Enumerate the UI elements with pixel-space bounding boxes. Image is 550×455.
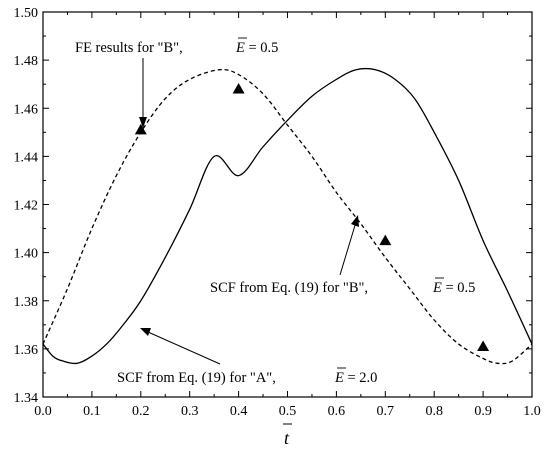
annotation-scf-b-text: SCF from Eq. (19) for "B",: [210, 280, 368, 296]
x-tick-label: 0.3: [181, 404, 199, 419]
fe-result-marker: [232, 83, 245, 94]
x-tick-label: 0.6: [328, 404, 346, 419]
fe-result-marker: [477, 340, 490, 351]
series-line-solid: [42, 67, 533, 365]
x-tick-label: 0.9: [474, 404, 492, 419]
ticks: 0.0 0.1 0.2 0.3 0.4 0.5 0.6 0.7 0.8 0.9 1.0 1.34 1.3…: [14, 6, 541, 419]
annotation-scf-a: SCF from Eq. (19) for "A", E = 2.0: [117, 328, 377, 386]
x-tick-label: 0.8: [425, 404, 443, 419]
plot-frame: [42, 11, 533, 398]
annotation-scf-a-value: = 2.0: [344, 370, 378, 386]
y-tick-label: 1.36: [14, 343, 39, 358]
annotation-scf-b-symbol: E: [432, 280, 442, 296]
annotation-scf-b-value: = 0.5: [442, 280, 476, 296]
fe-result-marker: [134, 123, 147, 135]
x-tick-label: 1.0: [523, 404, 541, 419]
x-tick-label: 0.1: [83, 404, 101, 419]
x-tick-label: 0.5: [279, 404, 297, 419]
svg-text:SCF from Eq. (19) for "A",: SCF from Eq. (19) for "A",: [117, 370, 276, 386]
x-axis-label: t: [284, 428, 290, 448]
annotation-scf-a-symbol: E: [334, 370, 344, 386]
y-tick-label: 1.46: [14, 102, 39, 117]
y-tick-label: 1.42: [14, 199, 39, 214]
x-axis-title: t: [283, 423, 292, 448]
series-line-dashed: [42, 68, 533, 365]
x-tick-label: 0.2: [132, 404, 150, 419]
annotation-fe-results: FE results for "B", E = 0.5: [75, 37, 278, 128]
y-tick-label: 1.48: [14, 54, 39, 69]
y-tick-label: 1.38: [14, 295, 39, 310]
y-tick-label: 1.44: [14, 150, 39, 165]
x-tick-label: 0.0: [34, 404, 52, 419]
svg-text:E = 0.5: E = 0.5: [432, 280, 475, 296]
series-group: [42, 67, 533, 365]
svg-text:E = 2.0: E = 2.0: [334, 370, 377, 386]
markers-group: [134, 83, 490, 351]
svg-text:FE results for "B",: FE results for "B",: [75, 40, 183, 56]
y-tick-label: 1.40: [14, 247, 39, 262]
x-tick-label: 0.7: [377, 404, 395, 419]
fe-result-marker: [379, 234, 392, 246]
svg-text:SCF from Eq. (19) for "B",: SCF from Eq. (19) for "B",: [210, 280, 368, 296]
annotation-scf-a-text: SCF from Eq. (19) for "A",: [117, 370, 276, 386]
y-tick-label: 1.34: [14, 391, 39, 406]
annotation-scf-b: SCF from Eq. (19) for "B", E = 0.5: [210, 215, 475, 296]
x-tick-label: 0.4: [230, 404, 248, 419]
y-tick-label: 1.50: [14, 6, 39, 21]
annotation-fe-value: = 0.5: [245, 40, 279, 56]
annotation-fe-text: FE results for "B",: [75, 40, 183, 56]
svg-text:E = 0.5: E = 0.5: [235, 40, 278, 56]
annotation-fe-symbol: E: [235, 40, 245, 56]
